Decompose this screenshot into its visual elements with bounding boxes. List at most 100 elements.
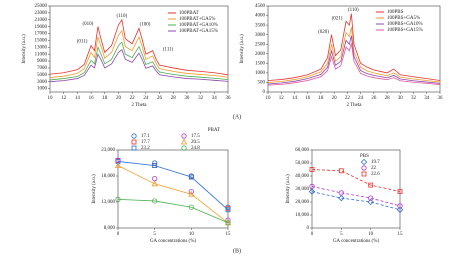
x-tick-label: 16 xyxy=(89,96,95,101)
x-tick-label: 10 xyxy=(368,232,374,237)
y-tick-label: 23,000 xyxy=(101,148,115,153)
marker xyxy=(367,198,374,206)
legend-label: 17.5 xyxy=(191,134,200,139)
y-tick-label: 17000 xyxy=(35,32,48,37)
y-tick-label: 8,000 xyxy=(104,226,116,231)
x-tick-label: 36 xyxy=(226,96,232,101)
legend-label: 100PBAT+GA5% xyxy=(179,17,215,22)
plot-frame xyxy=(49,5,229,93)
y-tick-label: 10,000 xyxy=(295,213,309,218)
legend-swatch xyxy=(360,158,368,166)
x-axis-label: 2 Theta xyxy=(346,103,362,108)
legend-swatch xyxy=(131,133,137,139)
trend-line xyxy=(117,161,229,211)
y-tick-label: 11000 xyxy=(35,52,48,57)
y-tick-label: 19000 xyxy=(35,25,48,30)
y-tick-label: 18,000 xyxy=(101,174,115,179)
x-tick-label: 24 xyxy=(358,96,364,101)
x-tick-label: 30 xyxy=(398,96,404,101)
marker xyxy=(396,206,404,213)
trend-line xyxy=(311,191,401,211)
legend-swatch xyxy=(361,171,367,177)
x-tick-label: 18 xyxy=(318,96,324,101)
x-tick-label: 32 xyxy=(411,96,417,101)
y-axis-label: Intensity (a.u.) xyxy=(92,174,97,204)
marker xyxy=(151,180,158,187)
legend-swatch xyxy=(181,145,187,151)
xrd-line xyxy=(49,49,229,83)
marker xyxy=(309,167,315,172)
x-tick-label: 20 xyxy=(116,96,122,101)
x-tick-label: 26 xyxy=(371,96,377,101)
plot-frame xyxy=(117,149,229,229)
legend-label: 100PBS xyxy=(387,10,404,15)
legend-label: 100PBAT+GA10% xyxy=(179,23,218,28)
y-tick-label: 2000 xyxy=(255,52,266,57)
x-axis-label: 2 Theta xyxy=(131,103,147,108)
legend-swatch xyxy=(131,145,137,151)
marker xyxy=(152,163,158,169)
x-tick-label: 15 xyxy=(226,232,232,237)
peak-annotation: (110) xyxy=(348,8,359,13)
marker xyxy=(152,198,158,204)
x-tick-label: 24 xyxy=(143,96,149,101)
y-tick-label: 15000 xyxy=(35,39,48,44)
legend-title: PBS xyxy=(360,154,369,159)
x-tick-label: 15 xyxy=(398,232,404,237)
y-tick-label: 13,000 xyxy=(101,200,115,205)
peak-annotation: (021) xyxy=(332,16,343,21)
marker xyxy=(225,207,231,213)
panel-label: (A) xyxy=(233,113,241,120)
peak-annotation: (010) xyxy=(83,22,94,27)
x-tick-label: 26 xyxy=(157,96,163,101)
peak-annotation: (020) xyxy=(318,30,329,35)
y-tick-label: 50,000 xyxy=(295,161,309,166)
x-axis-label: GA concentrations (%) xyxy=(333,239,379,244)
x-tick-label: 20 xyxy=(332,96,338,101)
y-tick-label: 3500 xyxy=(255,23,266,28)
x-tick-label: 14 xyxy=(75,96,81,101)
marker xyxy=(397,203,403,209)
x-tick-label: 10 xyxy=(189,232,195,237)
x-tick-label: 34 xyxy=(212,96,218,101)
x-tick-label: 32 xyxy=(198,96,204,101)
y-axis-label: Intensity (a.u.) xyxy=(240,34,245,64)
y-tick-label: 2500 xyxy=(255,42,266,47)
marker xyxy=(368,182,374,188)
trend-line xyxy=(117,199,229,224)
y-axis-label: Intensity (a.u.) xyxy=(286,174,291,204)
y-tick-label: 60,000 xyxy=(295,148,309,153)
y-tick-label: 0 xyxy=(263,90,266,95)
legend-label: 17.7 xyxy=(141,140,150,145)
marker xyxy=(338,168,344,174)
peak-annotation: (111) xyxy=(163,47,174,52)
x-tick-label: 16 xyxy=(305,96,311,101)
marker xyxy=(115,196,121,202)
legend-label: 100PBS+GA5% xyxy=(387,16,420,21)
xrd-line xyxy=(267,35,441,85)
x-axis-label: GA concentrations (%) xyxy=(150,239,196,244)
x-tick-label: 30 xyxy=(184,96,190,101)
y-tick-label: 40,000 xyxy=(295,174,309,179)
x-tick-label: 28 xyxy=(171,96,177,101)
y-tick-label: 21000 xyxy=(35,18,48,23)
xrd-line xyxy=(267,43,441,86)
legend-swatch xyxy=(180,138,188,145)
y-tick-label: 1000 xyxy=(255,71,266,76)
panel-label: (B) xyxy=(233,247,241,254)
x-tick-label: 12 xyxy=(61,96,67,101)
legend-label: 100PBAT+GA15% xyxy=(179,29,218,34)
y-tick-label: 4000 xyxy=(255,14,266,19)
marker xyxy=(338,190,344,196)
y-tick-label: 30,000 xyxy=(295,187,309,192)
x-tick-label: 14 xyxy=(292,96,298,101)
marker xyxy=(225,220,231,226)
legend-swatch xyxy=(181,133,187,139)
trend-line xyxy=(117,165,229,224)
y-tick-label: 13000 xyxy=(35,45,48,50)
marker xyxy=(114,162,122,169)
plot-frame xyxy=(311,149,401,229)
legend-label: 22 xyxy=(371,166,377,171)
xrd-line xyxy=(49,41,229,81)
